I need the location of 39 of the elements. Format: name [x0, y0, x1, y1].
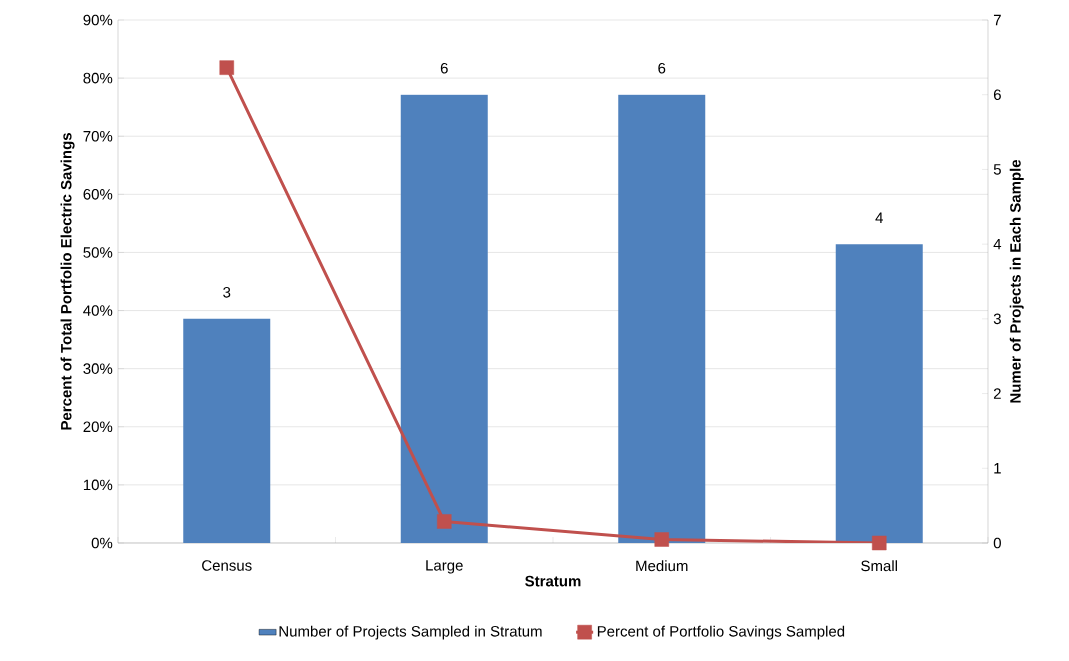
- point: [219, 60, 235, 75]
- bar: [835, 244, 923, 543]
- y2-tick-label: 3: [993, 313, 1001, 325]
- y-tick-label: 0%: [91, 537, 113, 549]
- y-tick-label: 20%: [83, 421, 113, 433]
- point: [872, 535, 887, 551]
- data-label: 3: [223, 287, 231, 298]
- y2-tick-label: 2: [993, 388, 1001, 399]
- y-tick-label: 70%: [83, 130, 113, 142]
- point: [437, 514, 452, 529]
- legend-label: Number of Projects Sampled in Stratum: [279, 625, 542, 640]
- y-tick-label: 10%: [83, 479, 113, 491]
- y2-tick-label: 4: [993, 238, 1002, 250]
- y-tick-label: 30%: [83, 363, 113, 374]
- y2-axis-title: Numer of Projects in Each Sample: [1009, 159, 1024, 403]
- data-label: 4: [875, 212, 883, 223]
- x-tick-label: Medium: [636, 560, 688, 572]
- y-tick-label: 90%: [83, 14, 113, 26]
- y2-tick-label: 5: [993, 164, 1001, 175]
- data-label: 6: [440, 62, 448, 74]
- y2-tick-label: 0: [993, 537, 1001, 549]
- y2-tick-label: 7: [993, 14, 1001, 26]
- legend-label: Percent of Portfolio Savings Sampled: [597, 625, 845, 640]
- y2-tick-label: 6: [993, 89, 1001, 101]
- point: [654, 532, 669, 547]
- y-tick-label: 60%: [83, 189, 113, 200]
- bar: [400, 94, 488, 543]
- y-tick-label: 50%: [83, 247, 113, 258]
- x-tick-label: Census: [202, 560, 252, 571]
- bar: [618, 94, 706, 543]
- bar: [183, 318, 271, 543]
- x-tick-label: Small: [861, 560, 897, 572]
- x-axis-title: Stratum: [525, 575, 581, 587]
- y-tick-label: 80%: [83, 72, 113, 84]
- data-label: 6: [658, 62, 666, 74]
- y2-tick-label: 1: [994, 463, 1001, 474]
- y-axis-title: Percent of Total Portfolio Electric Savings: [60, 133, 75, 430]
- y-tick-label: 40%: [83, 305, 113, 316]
- x-tick-label: Large: [426, 560, 463, 574]
